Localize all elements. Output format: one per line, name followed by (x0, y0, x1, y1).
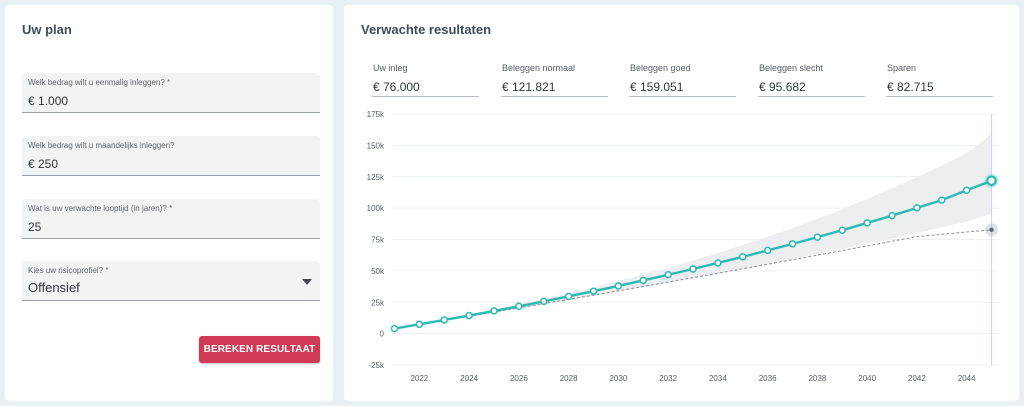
plan-title: Uw plan (22, 22, 72, 37)
y-tick-label: 125k (367, 173, 385, 182)
data-point-marker (813, 233, 822, 241)
data-point-marker (639, 276, 648, 285)
monthly-deposit-field[interactable]: Welk bedrag wilt u maandelijks inleggen?… (22, 136, 320, 176)
data-point-marker (614, 282, 623, 290)
data-point-marker (763, 246, 772, 255)
y-tick-label: 175k (367, 110, 385, 119)
results-chart[interactable]: -25k 0 25k 50k 75k 100k 125k 150k 175k 2022 2024 20… (344, 101, 1019, 401)
x-tick-label: 2042 (908, 374, 926, 383)
y-tick-label: 25k (371, 298, 385, 307)
data-point-marker (415, 320, 424, 329)
one-time-deposit-label: Welk bedrag wilt u eenmalig inleggen? * (28, 78, 171, 87)
data-point-marker (888, 211, 896, 220)
risk-profile-value[interactable]: Offensief (28, 280, 80, 295)
x-tick-label: 2026 (510, 374, 528, 383)
y-tick-label: 100k (367, 204, 385, 213)
data-point-marker (440, 316, 448, 324)
y-tick-label: 75k (371, 236, 385, 245)
stat-label: Beleggen normaal (502, 63, 576, 73)
data-point-marker (739, 253, 747, 261)
data-point-marker (540, 297, 548, 306)
data-point-marker (962, 186, 971, 195)
duration-value[interactable]: 25 (28, 220, 42, 234)
data-point-marker (664, 271, 672, 279)
data-point-marker (589, 287, 598, 295)
data-point-marker (788, 240, 797, 248)
risk-profile-select[interactable]: Kies uw risicoprofiel? * Offensief (22, 261, 320, 301)
monthly-deposit-label: Welk bedrag wilt u maandelijks inleggen? (28, 141, 175, 150)
calculate-result-button[interactable]: BEREKEN RESULTAAT (199, 336, 320, 363)
stat-value: € 76.000 (373, 80, 420, 94)
y-tick-label: -25k (368, 361, 385, 370)
data-point-marker (913, 204, 921, 212)
stat-invest-normal: Beleggen normaal € 121.821 (501, 60, 608, 97)
data-point-marker (838, 226, 847, 234)
stat-label: Sparen (887, 63, 917, 73)
stat-label: Uw inleg (373, 63, 408, 73)
results-panel: Verwachte resultaten Uw inleg € 76.000 B… (344, 5, 1019, 401)
savings-point-marker (989, 227, 994, 233)
stat-value: € 121.821 (502, 80, 556, 94)
stat-label: Beleggen slecht (759, 63, 824, 73)
x-tick-label: 2034 (709, 374, 727, 383)
duration-field[interactable]: Wat is uw verwachte looptijd (in jaren)?… (22, 199, 320, 239)
data-point-marker (986, 175, 997, 187)
duration-label: Wat is uw verwachte looptijd (in jaren)?… (28, 204, 173, 213)
stat-value: € 159.051 (630, 80, 684, 94)
stat-value: € 82.715 (887, 80, 934, 94)
data-point-marker (689, 265, 697, 273)
stat-savings: Sparen € 82.715 (886, 60, 993, 97)
y-tick-label: 150k (367, 141, 385, 150)
x-tick-label: 2022 (410, 374, 428, 383)
plan-panel: Uw plan Welk bedrag wilt u eenmalig inle… (5, 5, 333, 401)
projection-band (394, 134, 992, 329)
x-tick-label: 2044 (958, 374, 976, 383)
risk-profile-label: Kies uw risicoprofiel? * (28, 266, 109, 275)
data-point-marker (938, 196, 946, 204)
dropdown-arrow-icon[interactable] (302, 279, 312, 285)
one-time-deposit-field[interactable]: Welk bedrag wilt u eenmalig inleggen? * … (22, 73, 320, 113)
x-tick-label: 2038 (808, 374, 826, 383)
one-time-deposit-value[interactable]: € 1.000 (28, 94, 69, 108)
data-point-marker (714, 259, 722, 267)
x-tick-label: 2030 (609, 374, 627, 383)
monthly-deposit-value[interactable]: € 250 (28, 157, 59, 171)
stat-invest-good: Beleggen goed € 159.051 (629, 60, 736, 97)
x-tick-label: 2040 (858, 374, 876, 383)
x-tick-label: 2032 (659, 374, 677, 383)
data-point-marker (390, 324, 399, 333)
x-tick-label: 2024 (460, 374, 478, 383)
stat-value: € 95.682 (759, 80, 806, 94)
y-tick-label: 50k (371, 267, 385, 276)
results-title: Verwachte resultaten (361, 22, 492, 37)
data-point-marker (465, 311, 473, 320)
data-point-marker (564, 292, 573, 301)
x-tick-label: 2036 (759, 374, 777, 383)
data-point-marker (515, 302, 523, 311)
data-point-marker (863, 219, 871, 227)
stat-label: Beleggen goed (630, 63, 691, 73)
data-point-marker (490, 307, 498, 315)
stat-total-deposit: Uw inleg € 76.000 (372, 60, 479, 97)
x-tick-label: 2028 (560, 374, 578, 383)
y-tick-label: 0 (380, 330, 385, 339)
stat-invest-bad: Beleggen slecht € 95.682 (758, 60, 865, 97)
